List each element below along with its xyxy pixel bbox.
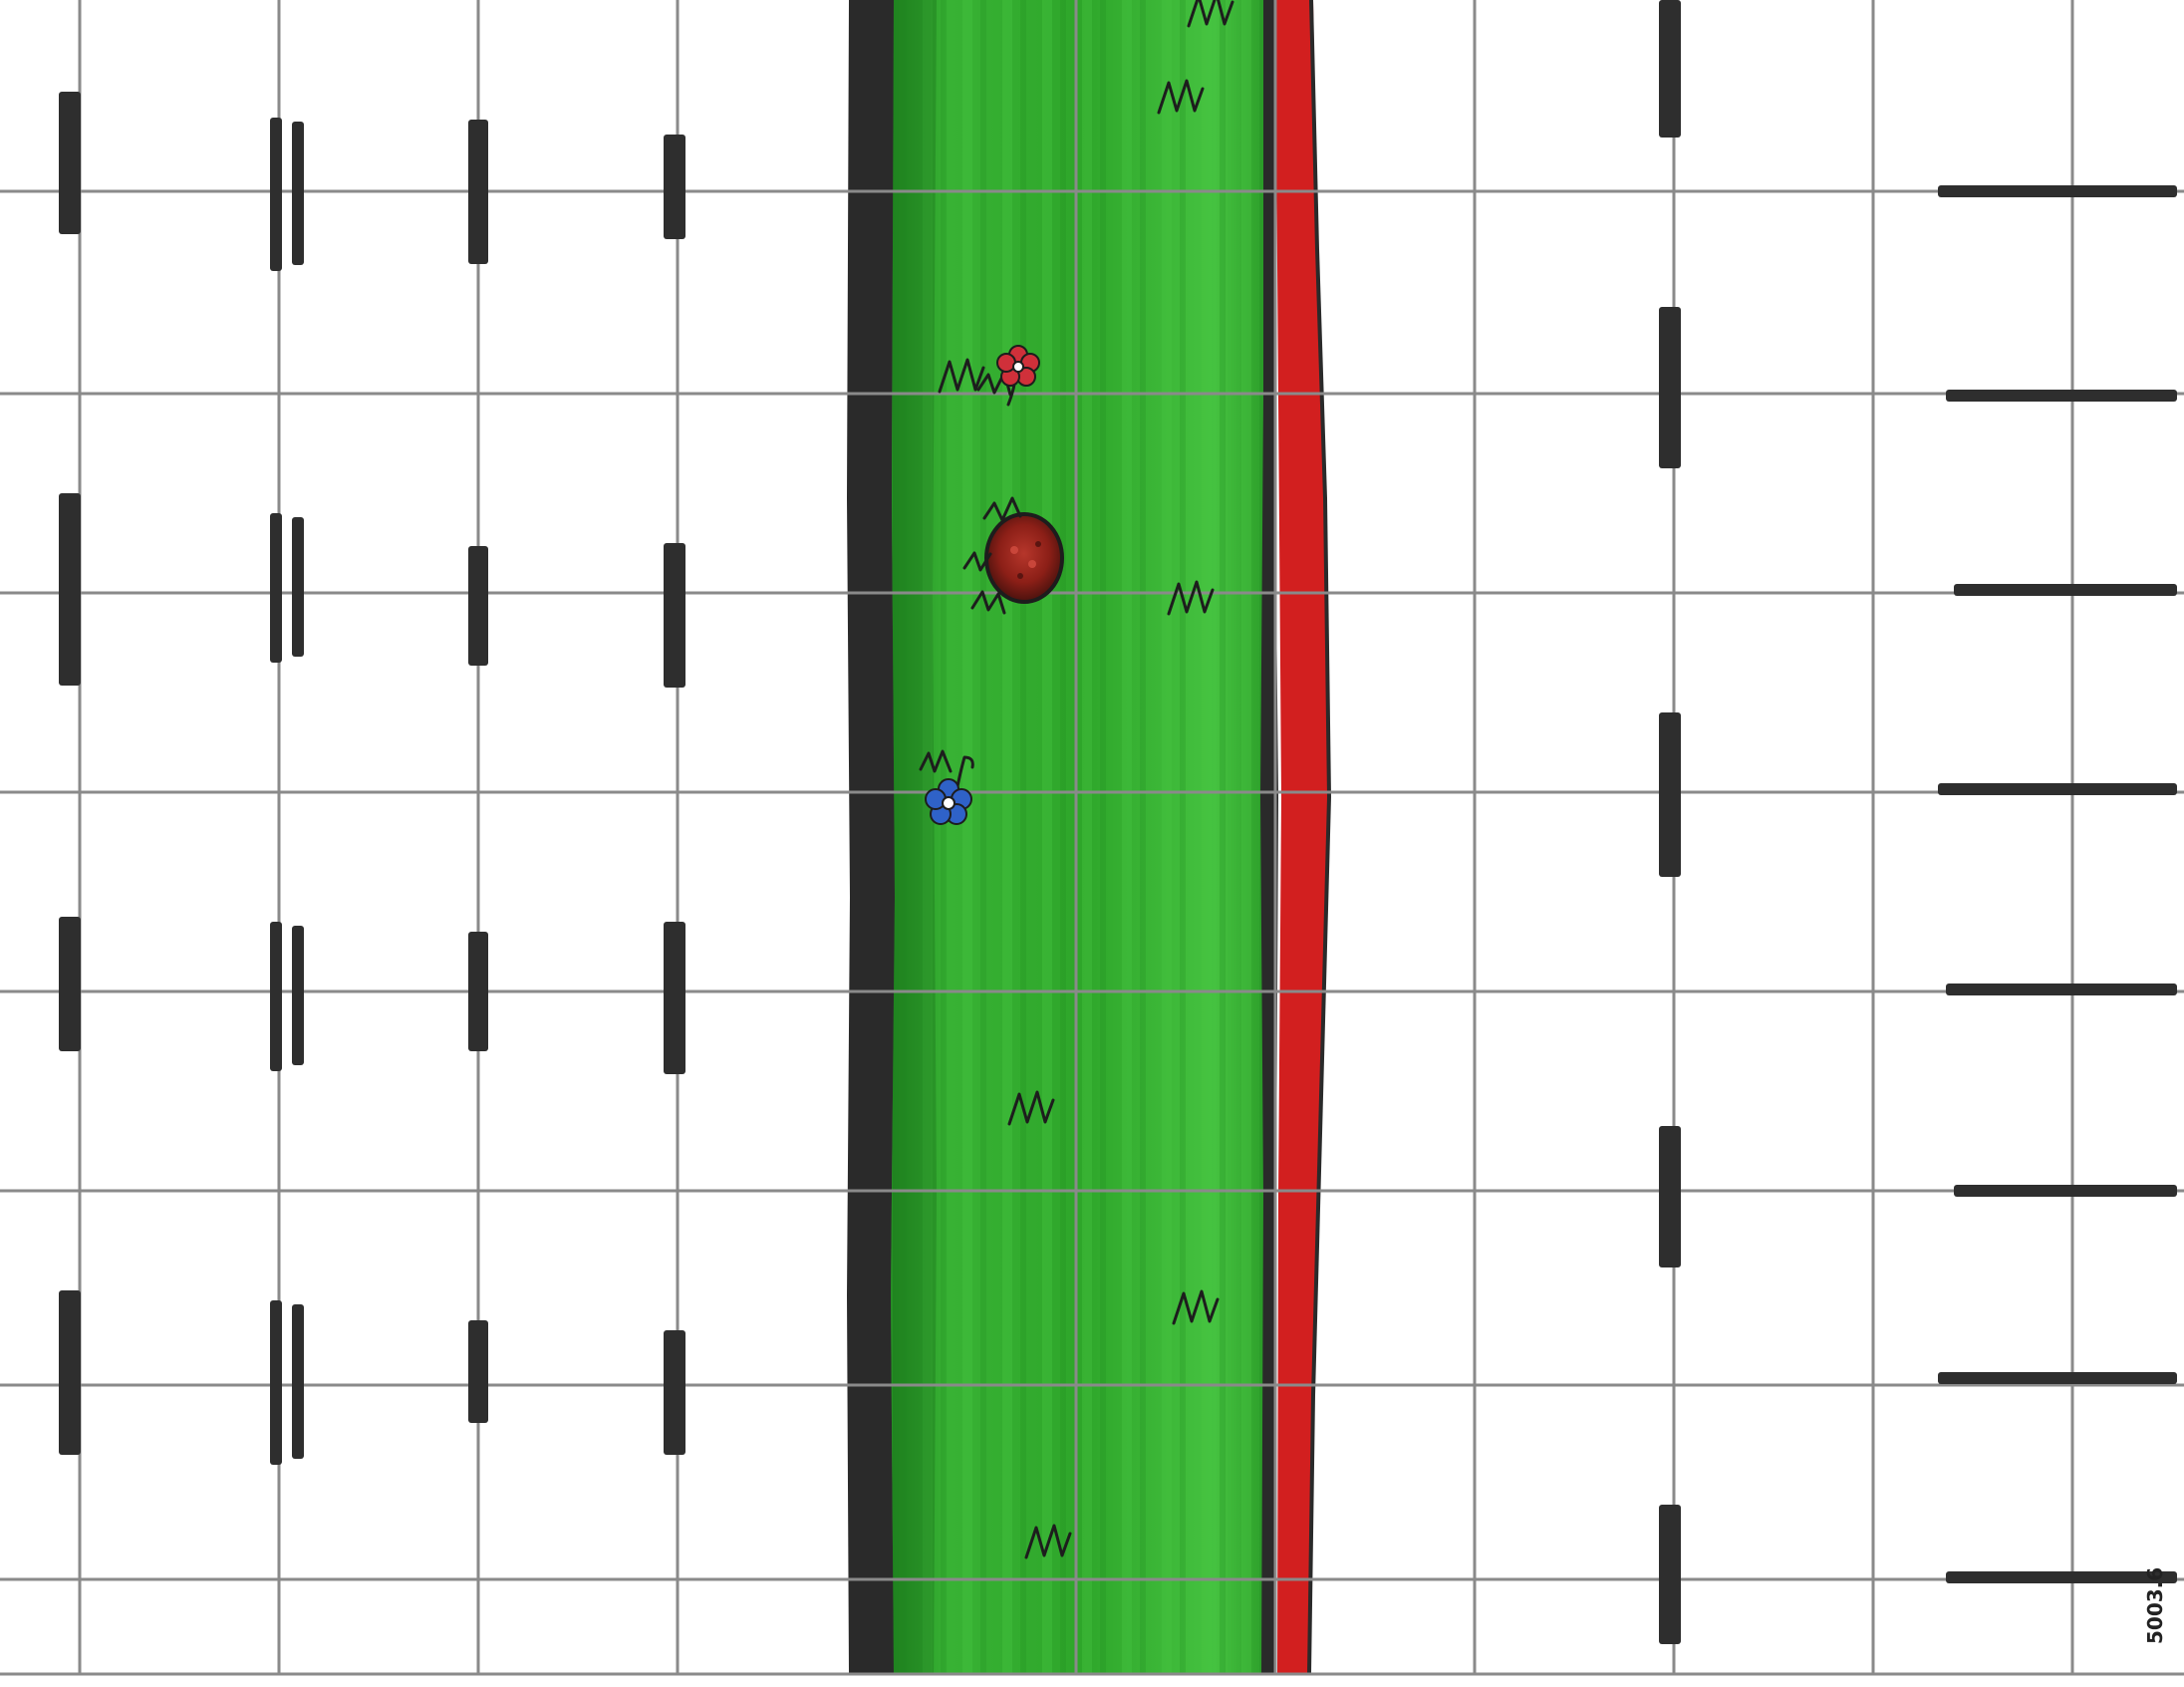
grass-median xyxy=(847,0,1332,1675)
lane-dash xyxy=(468,932,488,1051)
lane-dash xyxy=(59,917,81,1051)
lane-dash xyxy=(270,513,282,663)
median-grass-streaks xyxy=(891,0,1272,1674)
lane-dash xyxy=(1659,0,1681,138)
lane-dash xyxy=(292,1304,304,1459)
grass-tuft xyxy=(1172,1289,1220,1325)
lane-dash xyxy=(270,118,282,271)
lane-dash-horizontal xyxy=(1946,1571,2177,1583)
grass-tuft xyxy=(1167,580,1215,616)
grass-tuft xyxy=(1157,79,1205,115)
median-grass-shadow xyxy=(891,0,937,1674)
red-flower xyxy=(976,345,1040,407)
lane-dash xyxy=(664,543,685,688)
lane-dash xyxy=(1659,1505,1681,1644)
lane-dash xyxy=(59,493,81,686)
lane-dash xyxy=(664,922,685,1074)
mound xyxy=(962,496,1064,615)
grass-tuft xyxy=(1187,0,1234,28)
grass-tuft xyxy=(1024,1524,1072,1559)
lane-dash xyxy=(664,1330,685,1455)
grass-tufts xyxy=(938,0,1234,1559)
lane-dash-horizontal xyxy=(1938,185,2177,197)
lane-markings xyxy=(59,0,2177,1644)
blue-flower xyxy=(919,749,974,825)
median-dark-edge xyxy=(847,0,902,1674)
lane-dash xyxy=(270,922,282,1071)
lane-dash xyxy=(59,92,81,234)
artist-mark: 5003.6 xyxy=(2143,1567,2167,1644)
lane-dash xyxy=(468,1320,488,1423)
lane-dash-horizontal xyxy=(1954,1185,2177,1197)
lane-dash xyxy=(1659,712,1681,877)
lane-dash xyxy=(59,1290,81,1455)
curb-red-outline xyxy=(1307,0,1332,1675)
lane-dash xyxy=(270,1300,282,1465)
lane-dash-horizontal xyxy=(1938,1372,2177,1384)
lane-dash xyxy=(292,517,304,657)
lane-dash xyxy=(468,546,488,666)
grass-tuft xyxy=(938,358,985,394)
lane-dash-horizontal xyxy=(1946,390,2177,402)
lane-dash xyxy=(468,120,488,264)
lane-dash-horizontal xyxy=(1954,584,2177,596)
lane-dash xyxy=(1659,1126,1681,1267)
lane-dash xyxy=(1659,307,1681,468)
lane-dash xyxy=(292,926,304,1065)
lane-dash xyxy=(664,135,685,239)
lane-dash-horizontal xyxy=(1938,783,2177,795)
grass-tuft xyxy=(1007,1090,1055,1126)
lane-dash-horizontal xyxy=(1946,984,2177,995)
lane-dash xyxy=(292,122,304,265)
